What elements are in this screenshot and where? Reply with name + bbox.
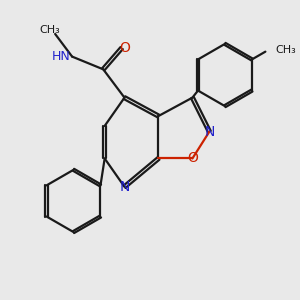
Text: CH₃: CH₃ bbox=[275, 45, 296, 55]
Text: O: O bbox=[119, 41, 130, 55]
Text: CH₃: CH₃ bbox=[39, 25, 60, 35]
Text: O: O bbox=[187, 152, 198, 166]
Text: N: N bbox=[119, 180, 130, 194]
Text: HN: HN bbox=[52, 50, 71, 63]
Text: N: N bbox=[204, 124, 214, 139]
